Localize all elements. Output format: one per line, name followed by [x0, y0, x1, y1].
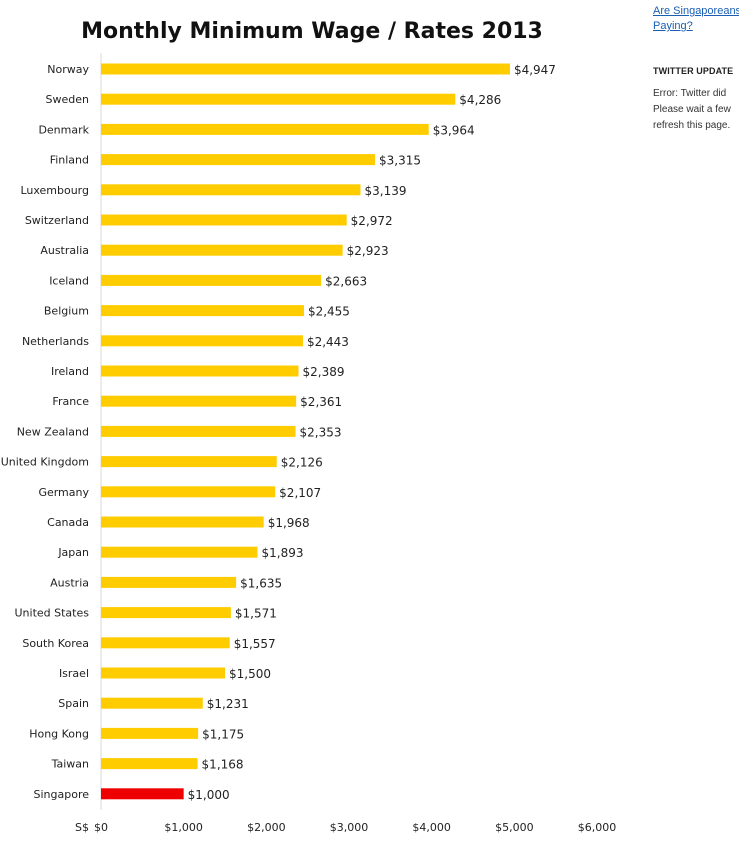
value-label: $1,635 — [240, 576, 282, 590]
bar — [101, 123, 429, 135]
twitter-error-line1: Error: Twitter did — [653, 88, 727, 99]
related-article-link-line1: Are Singaporeans — [653, 5, 739, 17]
bar — [101, 425, 296, 437]
category-label: Australia — [40, 244, 89, 257]
twitter-error-line3: refresh this page. — [653, 120, 731, 131]
twitter-error-message: Error: Twitter did Please wait a few ref… — [653, 86, 739, 134]
value-label: $2,353 — [300, 425, 342, 439]
bar — [101, 516, 264, 528]
category-label: Switzerland — [25, 214, 89, 227]
value-label: $2,443 — [307, 335, 349, 349]
category-label: Spain — [58, 697, 89, 710]
bar — [101, 93, 456, 105]
twitter-error-line2: Please wait a few — [653, 104, 731, 115]
value-label: $3,139 — [364, 184, 406, 198]
x-tick-label: $0 — [94, 821, 108, 834]
bar — [101, 395, 297, 407]
bar — [101, 456, 277, 468]
value-label: $2,923 — [347, 244, 389, 258]
bar — [101, 546, 258, 558]
value-label: $1,000 — [188, 788, 230, 802]
bar — [101, 576, 237, 588]
category-label: Netherlands — [22, 335, 89, 348]
value-label: $1,231 — [207, 697, 249, 711]
category-label: South Korea — [22, 637, 89, 650]
x-tick-label: $1,000 — [164, 821, 203, 834]
category-label: Denmark — [38, 123, 89, 136]
category-label: Germany — [38, 486, 89, 499]
bar — [101, 154, 376, 166]
x-tick-label: $5,000 — [495, 821, 534, 834]
value-label: $2,455 — [308, 305, 350, 319]
value-label: $3,315 — [379, 154, 421, 168]
bar — [101, 697, 203, 709]
category-label: Iceland — [49, 274, 89, 287]
category-label: Singapore — [34, 788, 90, 801]
category-label: Sweden — [46, 93, 89, 106]
value-label: $1,968 — [268, 516, 310, 530]
category-label: Norway — [47, 63, 89, 76]
category-label: New Zealand — [17, 425, 89, 438]
value-label: $3,964 — [433, 123, 475, 137]
category-label: Israel — [59, 667, 89, 680]
category-label: Austria — [50, 576, 89, 589]
bar-highlighted — [101, 788, 184, 800]
category-label: Belgium — [44, 305, 89, 318]
x-tick-label: $3,000 — [330, 821, 369, 834]
category-label: Finland — [50, 154, 89, 167]
bar — [101, 727, 199, 739]
category-label: Japan — [57, 546, 89, 559]
bar — [101, 758, 198, 770]
bar — [101, 637, 230, 649]
category-label: Luxembourg — [20, 184, 89, 197]
value-label: $2,107 — [279, 486, 321, 500]
sidebar: Are Singaporeans Paying? TWITTER UPDATE … — [653, 0, 739, 843]
related-article-link[interactable]: Are Singaporeans Paying? — [653, 4, 739, 34]
chart-container: Monthly Minimum Wage / Rates 2013 Norway $… — [1, 19, 617, 834]
bar-chart: Monthly Minimum Wage / Rates 2013 Norway $… — [1, 19, 617, 834]
value-label: $1,175 — [202, 727, 244, 741]
x-tick-label: $6,000 — [578, 821, 617, 834]
bar — [101, 274, 322, 286]
bar — [101, 244, 343, 256]
value-label: $2,126 — [281, 456, 323, 470]
bar — [101, 667, 225, 679]
bar — [101, 607, 231, 619]
category-label: United States — [15, 607, 90, 620]
value-label: $1,500 — [229, 667, 271, 681]
value-label: $1,557 — [234, 637, 276, 651]
category-label: Hong Kong — [29, 727, 89, 740]
bar — [101, 214, 347, 226]
chart-title: Monthly Minimum Wage / Rates 2013 — [81, 19, 543, 44]
value-label: $2,389 — [302, 365, 344, 379]
value-label: $1,893 — [261, 546, 303, 560]
x-tick-label: $2,000 — [247, 821, 286, 834]
bar — [101, 184, 361, 196]
category-label: Canada — [47, 516, 89, 529]
twitter-updates-heading: TWITTER UPDATE — [653, 66, 734, 76]
category-label: United Kingdom — [1, 456, 89, 469]
value-label: $4,947 — [514, 63, 556, 77]
bar — [101, 335, 303, 347]
bar — [101, 63, 510, 75]
value-label: $1,168 — [202, 758, 244, 772]
related-article-link-line2: Paying? — [653, 20, 693, 32]
bar — [101, 486, 276, 498]
category-label: Ireland — [51, 365, 89, 378]
category-label: France — [52, 395, 89, 408]
value-label: $1,571 — [235, 607, 277, 621]
value-label: $2,972 — [351, 214, 393, 228]
currency-label: S$ — [75, 821, 89, 834]
bar — [101, 305, 304, 317]
bar — [101, 365, 299, 377]
value-label: $2,663 — [325, 274, 367, 288]
value-label: $4,286 — [459, 93, 501, 107]
x-tick-label: $4,000 — [412, 821, 451, 834]
value-label: $2,361 — [300, 395, 342, 409]
category-label: Taiwan — [51, 758, 89, 771]
